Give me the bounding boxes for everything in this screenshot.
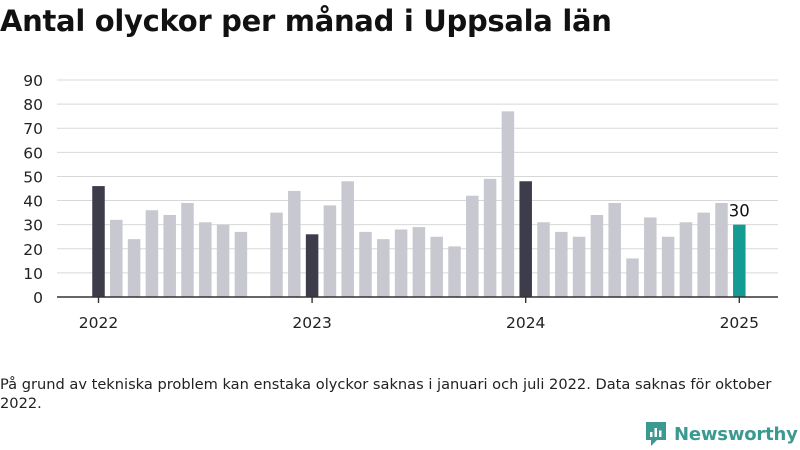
bar [127, 239, 141, 297]
bar [572, 236, 586, 297]
x-tick-label: 2025 [720, 314, 759, 332]
chart-title: Antal olyckor per månad i Uppsala län [0, 4, 612, 38]
bar [715, 202, 728, 297]
bar [216, 224, 230, 297]
bar [608, 202, 621, 297]
bar [323, 205, 337, 297]
gridlines [57, 79, 778, 274]
bar [537, 222, 550, 297]
bar [377, 239, 390, 297]
y-tick-label: 90 [23, 72, 43, 90]
bar [305, 234, 319, 297]
bar [412, 227, 426, 297]
bar [430, 236, 443, 297]
y-tick-label: 80 [23, 96, 43, 114]
bar [341, 181, 354, 297]
bar [181, 202, 194, 297]
bar [501, 111, 515, 297]
brand-logo[interactable]: Newsworthy [644, 420, 798, 448]
bar [519, 181, 532, 297]
data-label: 30 [729, 202, 750, 221]
bar [110, 219, 123, 297]
bar [483, 178, 497, 297]
axes: 0 10 20 30 40 50 60 70 80 90 30 2022 2023 2024 2025 [23, 72, 778, 332]
bar [661, 236, 675, 297]
bar [679, 222, 693, 297]
y-tick-label: 30 [23, 217, 43, 235]
bar [145, 210, 159, 297]
y-tick-label: 0 [33, 289, 43, 307]
bar [270, 212, 283, 297]
bar [644, 217, 657, 297]
y-tick-label: 70 [23, 120, 43, 138]
x-tick-label: 2024 [506, 314, 545, 332]
y-tick-label: 50 [23, 168, 43, 186]
bar [466, 195, 479, 297]
bar [92, 186, 105, 297]
bar [163, 215, 176, 297]
bars [92, 111, 746, 297]
bar-chart: 0 10 20 30 40 50 60 70 80 90 30 2022 2023 2024 2025 [23, 72, 778, 332]
bar [697, 212, 710, 297]
y-tick-label: 10 [23, 265, 43, 283]
footnote: På grund av tekniska problem kan enstaka… [0, 376, 772, 412]
bar [626, 258, 639, 297]
bar [288, 190, 301, 297]
newsworthy-logo-icon [646, 422, 666, 446]
bar [234, 231, 248, 297]
bar [394, 229, 408, 297]
bar [359, 231, 372, 297]
bar [590, 215, 604, 297]
bar [199, 222, 212, 297]
y-tick-label: 60 [23, 144, 43, 162]
bar [555, 231, 568, 297]
bar [733, 224, 746, 297]
x-tick-label: 2023 [292, 314, 331, 332]
bar [448, 246, 461, 297]
y-tick-label: 40 [23, 193, 43, 211]
brand-name: Newsworthy [674, 423, 798, 445]
y-tick-label: 20 [23, 241, 43, 259]
x-tick-label: 2022 [79, 314, 118, 332]
